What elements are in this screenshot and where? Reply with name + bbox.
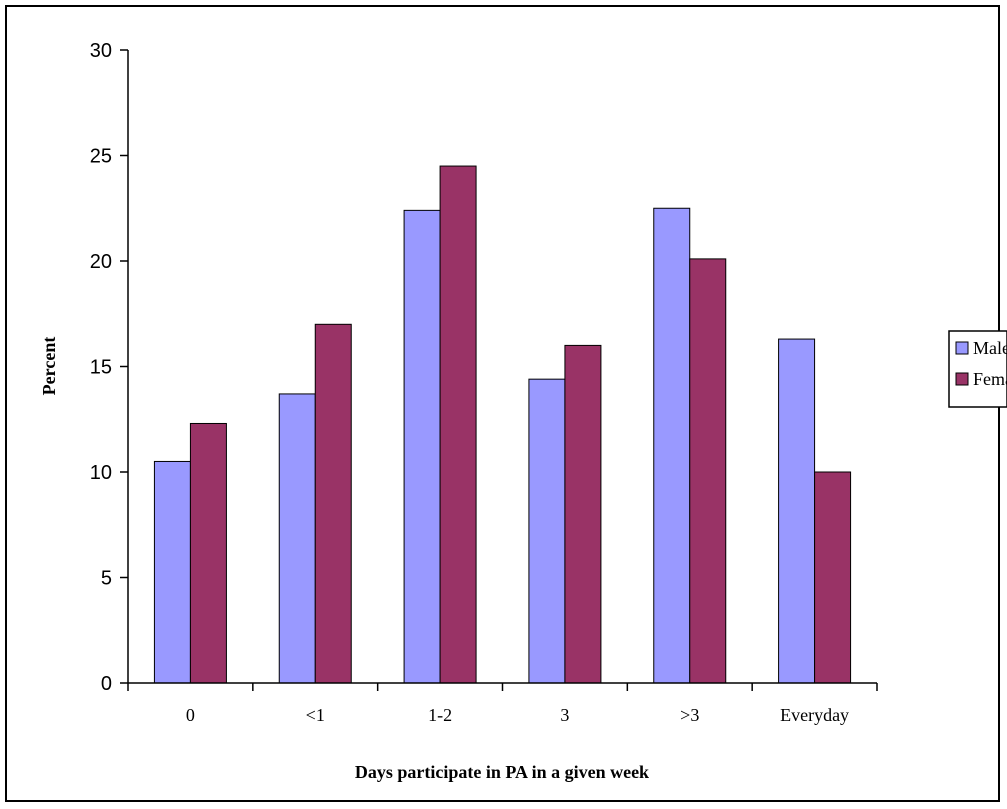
legend: Male Female bbox=[948, 330, 1007, 408]
x-tick-label: >3 bbox=[680, 705, 699, 725]
x-tick-label: 1-2 bbox=[428, 705, 452, 725]
y-axis-title: Percent bbox=[39, 337, 59, 396]
bar-female-2 bbox=[439, 165, 477, 684]
legend-label-male: Male bbox=[973, 338, 1007, 358]
y-tick-label: 20 bbox=[90, 251, 112, 273]
y-tick-label: 0 bbox=[101, 673, 112, 695]
x-tick-label: 3 bbox=[560, 705, 569, 725]
y-tick-label: 10 bbox=[90, 462, 112, 484]
bar-female-1 bbox=[314, 323, 352, 684]
y-tick-label: 15 bbox=[90, 357, 112, 379]
y-tick-label: 5 bbox=[101, 568, 112, 590]
y-tick-label: 25 bbox=[90, 146, 112, 168]
bar-male-0 bbox=[153, 460, 191, 684]
bar-male-5 bbox=[778, 338, 816, 684]
x-axis-title: Days participate in PA in a given week bbox=[355, 762, 649, 782]
bar-male-4 bbox=[653, 207, 691, 684]
bar-male-3 bbox=[528, 378, 566, 684]
bar-male-2 bbox=[403, 209, 441, 684]
bars-group bbox=[153, 165, 852, 684]
bar-female-3 bbox=[564, 344, 602, 684]
bar-female-5 bbox=[814, 471, 852, 684]
legend-swatch-male bbox=[955, 341, 969, 355]
bar-female-0 bbox=[189, 422, 227, 684]
x-tick-label: Everyday bbox=[780, 705, 849, 725]
legend-swatch-female bbox=[955, 372, 969, 386]
bar-male-1 bbox=[278, 393, 316, 684]
axes-group bbox=[127, 50, 877, 684]
bar-female-4 bbox=[689, 258, 727, 684]
y-tick-label: 30 bbox=[90, 40, 112, 62]
x-ticks-group: 0 <1 1-2 3 >3 Everyday bbox=[127, 683, 878, 725]
legend-label-female: Female bbox=[973, 369, 1007, 389]
x-tick-label: <1 bbox=[306, 705, 325, 725]
x-tick-label: 0 bbox=[186, 705, 195, 725]
y-ticks-group: 0 5 10 15 20 25 30 bbox=[90, 40, 128, 695]
